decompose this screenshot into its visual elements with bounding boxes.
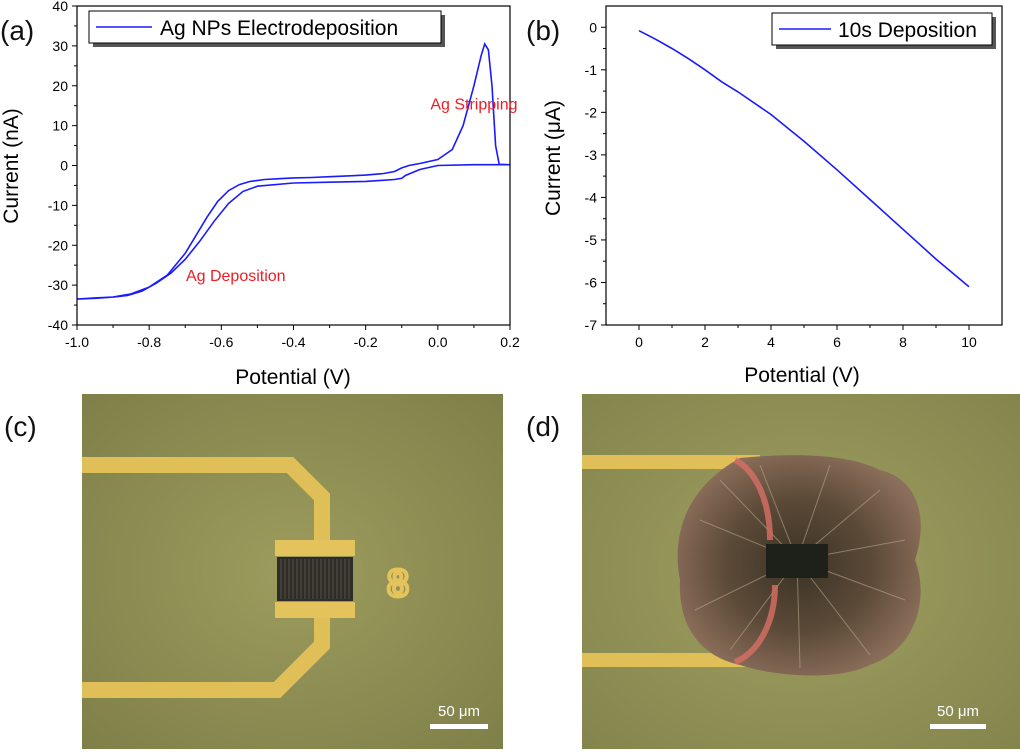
x-tick-label: -0.2 xyxy=(354,334,378,350)
x-tick-label: -1.0 xyxy=(65,334,89,350)
y-tick-label: -40 xyxy=(48,317,68,333)
finger-lines-c xyxy=(280,559,350,599)
x-tick-label: 6 xyxy=(833,334,841,350)
y-tick-label: -10 xyxy=(48,197,68,213)
x-tick-label: -0.4 xyxy=(281,334,305,350)
electrode-pad-bottom-c xyxy=(275,602,355,618)
electrode-trace-top-c xyxy=(82,457,330,545)
y-tick-labels-b: 0 -1 -2 -3 -4 -5 -6 -7 xyxy=(585,19,598,333)
x-tick-labels-b: 0 2 4 6 8 10 xyxy=(635,334,977,350)
ticks-a xyxy=(72,5,511,330)
scale-bar-label-d: 50 μm xyxy=(937,703,979,720)
y-tick-label: -7 xyxy=(585,317,598,333)
x-tick-label: 0.0 xyxy=(428,334,448,350)
y-tick-label: -30 xyxy=(48,277,68,293)
x-axis-title-a: Potential (V) xyxy=(235,366,351,389)
panel-label-d: (d) xyxy=(526,411,560,442)
interdigitated-gap-d xyxy=(766,544,828,578)
y-tick-label: -5 xyxy=(585,232,598,248)
annotation-ag-deposition: Ag Deposition xyxy=(186,268,286,285)
y-tick-label: -6 xyxy=(585,274,598,290)
y-axis-title-b: Current (μA) xyxy=(542,100,565,216)
device-number-marking: 8 xyxy=(387,563,408,605)
x-tick-label: 10 xyxy=(961,334,977,350)
scale-bar-label-c: 50 μm xyxy=(438,703,480,720)
electrode-overgrowth-top-d xyxy=(733,457,773,541)
plot-frame-b xyxy=(605,5,1003,326)
scale-bar-c xyxy=(430,724,488,729)
scale-bar-d xyxy=(930,724,986,729)
legend-a: Ag NPs Electrodeposition xyxy=(88,10,445,47)
y-tick-label: 20 xyxy=(52,78,68,94)
y-tick-labels-a: -40 -30 -20 -10 0 10 20 30 40 xyxy=(48,0,68,333)
x-tick-label: 0 xyxy=(635,334,643,350)
y-tick-label: -20 xyxy=(48,237,68,253)
panel-label-a: (a) xyxy=(0,15,34,46)
legend-label-b: 10s Deposition xyxy=(838,19,977,42)
y-tick-label: 30 xyxy=(52,38,68,54)
y-tick-label: 0 xyxy=(60,158,68,174)
y-tick-label: 0 xyxy=(589,19,597,35)
y-tick-label: 10 xyxy=(52,118,68,134)
micrograph-c: (c) 8 50 μm xyxy=(4,394,503,749)
y-axis-title-a: Current (nA) xyxy=(0,108,23,224)
micrograph-d: (d) 50 μm xyxy=(526,394,1020,749)
x-tick-labels-a: -1.0 -0.8 -0.6 -0.4 -0.2 0.0 0.2 xyxy=(65,334,520,350)
panel-label-b: (b) xyxy=(526,15,560,46)
x-axis-title-b: Potential (V) xyxy=(744,364,860,387)
chart-b: (b) 0 2 4 6 8 10 0 -1 -2 -3 -4 -5 -6 -7 10s Depositi… xyxy=(526,5,1003,387)
x-tick-label: 8 xyxy=(899,334,907,350)
y-tick-label: -3 xyxy=(585,147,598,163)
plot-frame-a xyxy=(76,5,511,326)
y-tick-label: -2 xyxy=(585,104,598,120)
ticks-b xyxy=(601,26,970,330)
legend-b: 10s Deposition xyxy=(771,12,996,49)
y-tick-label: -1 xyxy=(585,62,598,78)
panel-label-c: (c) xyxy=(4,411,37,442)
annotation-ag-stripping: Ag Stripping xyxy=(430,97,517,114)
x-tick-label: 2 xyxy=(701,334,709,350)
series-line-ag-nps xyxy=(76,41,511,300)
electrode-trace-bottom-c xyxy=(82,612,330,698)
x-tick-label: 4 xyxy=(767,334,775,350)
x-tick-label: -0.6 xyxy=(209,334,233,350)
y-tick-label: -4 xyxy=(585,189,598,205)
interdigitated-gap-c xyxy=(277,557,353,601)
y-tick-label: 40 xyxy=(52,0,68,14)
x-tick-label: 0.2 xyxy=(500,334,520,350)
chart-a: (a) -1.0 -0.8 -0.6 -0.4 -0.2 0.0 0.2 -40 -30 -20… xyxy=(0,0,520,389)
electrode-overgrowth-bottom-d xyxy=(733,584,778,665)
x-tick-label: -0.8 xyxy=(137,334,161,350)
series-line-10s-deposition xyxy=(638,29,970,288)
legend-label-a: Ag NPs Electrodeposition xyxy=(160,17,398,40)
electrode-pad-top-c xyxy=(275,540,355,556)
